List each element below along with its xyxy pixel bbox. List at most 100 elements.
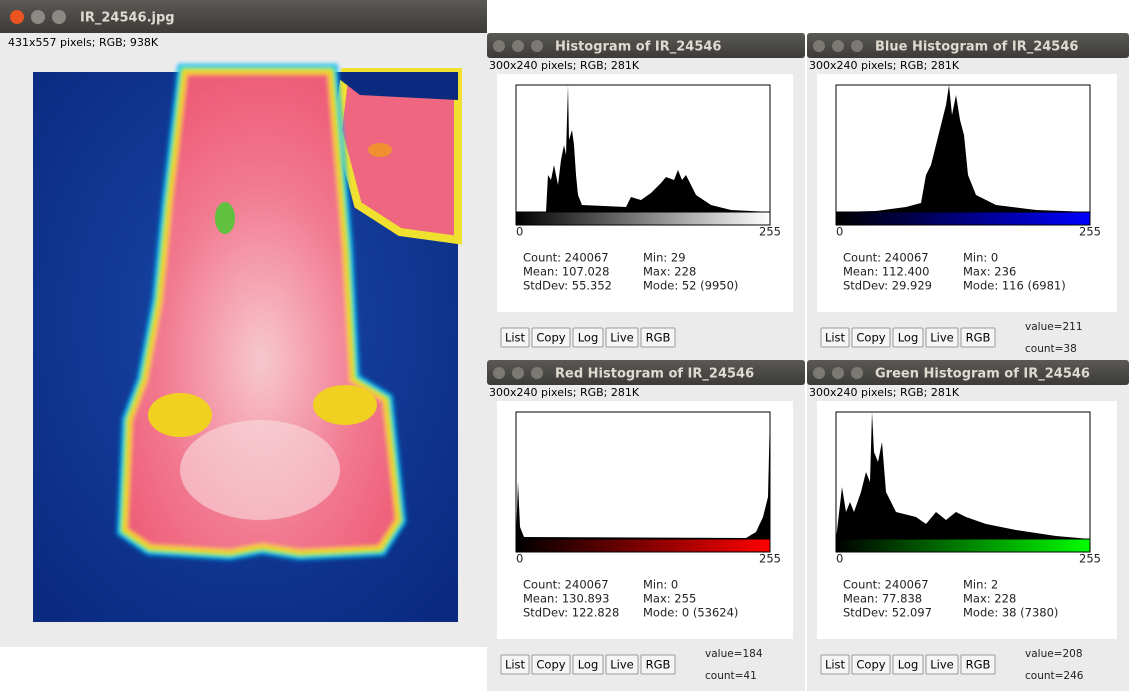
button-label[interactable]: Log — [578, 658, 599, 672]
count-readout: count=38 — [1025, 343, 1077, 355]
button-label[interactable]: List — [505, 658, 526, 672]
window-title: IR_24546.jpg — [80, 11, 175, 26]
stat-left: StdDev: 52.097 — [843, 606, 932, 620]
title-bar — [0, 0, 487, 33]
stat-left: Mean: 77.838 — [843, 592, 922, 606]
close-button[interactable] — [813, 367, 825, 379]
axis-max-label: 255 — [1079, 225, 1101, 239]
button-label[interactable]: RGB — [646, 658, 671, 672]
button[interactable]: Copy — [852, 655, 890, 674]
value-readout: value=184 — [705, 648, 763, 660]
button-label[interactable]: List — [505, 331, 526, 345]
stat-left: StdDev: 29.929 — [843, 279, 932, 293]
axis-max-label: 255 — [759, 225, 781, 239]
button[interactable]: Copy — [532, 655, 570, 674]
close-button[interactable] — [493, 40, 505, 52]
minimize-button[interactable] — [832, 40, 844, 52]
axis-min-label: 0 — [836, 225, 843, 239]
image-window: IR_24546.jpg 431x557 pixels; RGB; 938K — [0, 0, 487, 647]
stat-left: Count: 240067 — [843, 251, 929, 265]
value-readout: value=208 — [1025, 648, 1083, 660]
stat-left: Count: 240067 — [523, 251, 609, 265]
axis-min-label: 0 — [836, 552, 843, 566]
button-label[interactable]: Log — [898, 658, 919, 672]
axis-max-label: 255 — [759, 552, 781, 566]
histogram-frame — [516, 412, 770, 539]
button-label[interactable]: RGB — [966, 658, 991, 672]
button[interactable]: Log — [893, 328, 923, 347]
image-info: 300x240 pixels; RGB; 281K — [809, 386, 960, 399]
histogram-window: Histogram of IR_24546300x240 pixels; RGB… — [487, 33, 805, 360]
button[interactable]: Log — [893, 655, 923, 674]
button[interactable]: List — [501, 328, 529, 347]
button-label[interactable]: Log — [898, 331, 919, 345]
count-readout: count=246 — [1025, 670, 1084, 682]
histogram-window: Red Histogram of IR_24546300x240 pixels;… — [487, 360, 805, 691]
stat-right: Max: 228 — [643, 265, 696, 279]
button[interactable]: RGB — [641, 328, 675, 347]
button[interactable]: Live — [606, 655, 638, 674]
stat-right: Max: 255 — [643, 592, 696, 606]
close-button[interactable] — [10, 10, 24, 24]
image-info: 431x557 pixels; RGB; 938K — [8, 36, 159, 49]
button-label[interactable]: RGB — [646, 331, 671, 345]
close-button[interactable] — [813, 40, 825, 52]
button[interactable]: List — [501, 655, 529, 674]
stat-right: Mode: 116 (6981) — [963, 279, 1066, 293]
stat-right: Min: 0 — [963, 251, 998, 265]
image-info: 300x240 pixels; RGB; 281K — [489, 59, 640, 72]
button-label[interactable]: List — [825, 658, 846, 672]
button-label[interactable]: Live — [930, 331, 953, 345]
minimize-button[interactable] — [31, 10, 45, 24]
stat-left: Mean: 130.893 — [523, 592, 609, 606]
stat-right: Mode: 0 (53624) — [643, 606, 738, 620]
maximize-button[interactable] — [52, 10, 66, 24]
button-label[interactable]: RGB — [966, 331, 991, 345]
button[interactable]: Live — [926, 655, 958, 674]
button-label[interactable]: Live — [930, 658, 953, 672]
close-button[interactable] — [493, 367, 505, 379]
axis-max-label: 255 — [1079, 552, 1101, 566]
button[interactable]: RGB — [641, 655, 675, 674]
button[interactable]: Live — [606, 328, 638, 347]
desktop: IR_24546.jpg 431x557 pixels; RGB; 938K H… — [0, 0, 1129, 691]
stat-right: Mode: 38 (7380) — [963, 606, 1058, 620]
button[interactable]: RGB — [961, 328, 995, 347]
thermal-image — [33, 72, 458, 622]
histogram-window: Green Histogram of IR_24546300x240 pixel… — [807, 360, 1129, 691]
minimize-button[interactable] — [512, 367, 524, 379]
count-readout: count=41 — [705, 670, 757, 682]
minimize-button[interactable] — [832, 367, 844, 379]
button-label[interactable]: Live — [610, 331, 633, 345]
button-label[interactable]: Log — [578, 331, 599, 345]
button-label[interactable]: Copy — [536, 331, 565, 345]
axis-min-label: 0 — [516, 225, 523, 239]
color-bar — [516, 212, 770, 225]
button-label[interactable]: Copy — [856, 658, 885, 672]
color-bar — [836, 212, 1090, 225]
stat-right: Min: 2 — [963, 578, 998, 592]
stat-left: StdDev: 55.352 — [523, 279, 612, 293]
button-label[interactable]: List — [825, 331, 846, 345]
button[interactable]: Log — [573, 655, 603, 674]
maximize-button[interactable] — [851, 367, 863, 379]
image-info: 300x240 pixels; RGB; 281K — [489, 386, 640, 399]
minimize-button[interactable] — [512, 40, 524, 52]
button[interactable]: Copy — [532, 328, 570, 347]
button[interactable]: Copy — [852, 328, 890, 347]
maximize-button[interactable] — [531, 367, 543, 379]
value-readout: value=211 — [1025, 321, 1083, 333]
button[interactable]: List — [821, 655, 849, 674]
button[interactable]: RGB — [961, 655, 995, 674]
button[interactable]: List — [821, 328, 849, 347]
color-bar — [516, 539, 770, 552]
button-label[interactable]: Live — [610, 658, 633, 672]
button-label[interactable]: Copy — [856, 331, 885, 345]
button[interactable]: Log — [573, 328, 603, 347]
stat-left: StdDev: 122.828 — [523, 606, 619, 620]
button-label[interactable]: Copy — [536, 658, 565, 672]
maximize-button[interactable] — [851, 40, 863, 52]
maximize-button[interactable] — [531, 40, 543, 52]
button[interactable]: Live — [926, 328, 958, 347]
